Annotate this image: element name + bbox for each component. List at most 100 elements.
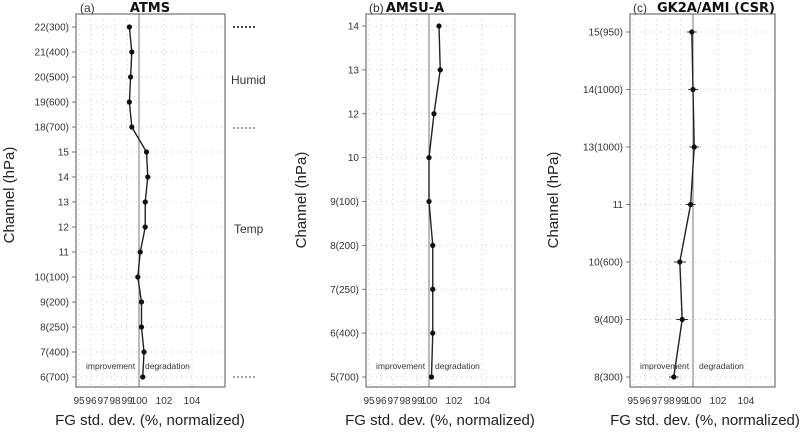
data-point [140, 374, 146, 380]
data-point [428, 374, 435, 380]
y-tick-label: 10(100) [35, 273, 69, 284]
plot-frame [75, 13, 226, 388]
data-point [426, 198, 432, 205]
data-point [691, 144, 697, 150]
chart-panel-2: 5(700) 6(400) 7(250) 8(200) 9(100) 10 12 13 14 95… [293, 1, 535, 429]
data-point [436, 23, 442, 29]
y-tick-label: 8(250) [40, 323, 69, 334]
data-point [129, 124, 135, 130]
x-tick-label: 98 [399, 396, 411, 407]
data-point [145, 174, 151, 180]
y-tick-label: 9(100) [330, 197, 359, 208]
y-axis-title: Channel (hPa) [1, 147, 18, 244]
x-tick-label: 96 [375, 396, 387, 407]
data-point [128, 74, 134, 80]
y-tick-label: 13 [58, 198, 70, 209]
x-tick-label: 99 [675, 396, 687, 407]
chart-title: GK2A/AMI (CSR) [657, 1, 775, 16]
y-tick-label: 7(400) [40, 348, 69, 359]
panel-tag: (a) [80, 1, 95, 15]
group-label: Temp [234, 222, 264, 236]
y-tick-label: 11 [613, 200, 624, 211]
panel-tag: (b) [369, 1, 384, 15]
data-point [430, 286, 436, 292]
data-point [138, 324, 145, 330]
data-point [137, 249, 143, 255]
data-point [677, 259, 683, 265]
y-tick-label: 14 [348, 22, 360, 33]
x-tick-label: 96 [85, 396, 97, 407]
x-tick-label: 100 [131, 396, 148, 407]
y-tick-label: 13(1000) [583, 143, 623, 154]
x-tick-label: 102 [156, 396, 173, 407]
y-axis-title: Channel (hPa) [293, 152, 310, 249]
y-tick-label: 8(200) [330, 241, 359, 252]
panel-tag: (c) [633, 1, 647, 15]
y-tick-label: 20(500) [35, 73, 69, 84]
chart-title: ATMS [130, 1, 170, 16]
data-point [430, 242, 436, 248]
x-tick-label: 97 [97, 396, 109, 407]
y-tick-label: 12 [348, 109, 360, 120]
y-tick-label: 8(300) [594, 373, 623, 384]
data-point [689, 29, 695, 35]
y-tick-label: 9(200) [40, 298, 69, 309]
plot-frame [365, 13, 516, 388]
y-tick-label: 14 [58, 173, 70, 184]
x-axis-title: FG std. dev. (%, normalized) [610, 412, 800, 429]
region-label-degradation: degradation [435, 361, 480, 371]
data-point [135, 274, 141, 280]
region-label-degradation: degradation [145, 361, 190, 371]
chart-panel-3: 8(300) 9(400) 10(600) 11 13(1000) 14(1000) 15(… [545, 1, 800, 429]
x-tick-label: 96 [639, 396, 651, 407]
y-tick-label: 12 [58, 223, 70, 234]
data-point [426, 155, 432, 161]
y-tick-label: 6(400) [330, 329, 359, 340]
data-point [143, 149, 150, 155]
y-tick-label: 18(700) [35, 123, 69, 134]
x-axis-title: FG std. dev. (%, normalized) [345, 412, 535, 429]
y-axis-title: Channel (hPa) [545, 152, 562, 249]
y-tick-label: 11 [59, 248, 70, 259]
x-tick-label: 100 [685, 396, 702, 407]
y-tick-label: 7(250) [330, 285, 359, 296]
y-tick-label: 10(600) [589, 258, 623, 269]
y-tick-label: 9(400) [594, 315, 623, 326]
region-label-degradation: degradation [699, 361, 744, 371]
x-tick-label: 99 [121, 396, 133, 407]
chart-panel-1: 6(700) 7(400) 8(250) 9(200) 10(100) 11 12 13 14 1… [1, 1, 266, 429]
x-tick-label: 95 [363, 396, 375, 407]
data-point [688, 201, 694, 208]
x-tick-label: 104 [184, 396, 201, 407]
y-tick-label: 6(700) [40, 373, 69, 384]
plot-frame [629, 13, 776, 388]
data-point [437, 67, 443, 73]
y-tick-label: 21(400) [35, 48, 69, 59]
data-point [142, 224, 148, 230]
region-label-improvement: improvement [640, 361, 690, 371]
region-label-improvement: improvement [86, 361, 136, 371]
region-label-improvement: improvement [376, 361, 426, 371]
data-point [141, 349, 147, 355]
y-tick-label: 10 [348, 153, 360, 164]
y-tick-label: 15(950) [589, 28, 623, 39]
x-tick-label: 98 [663, 396, 675, 407]
x-tick-label: 98 [109, 396, 121, 407]
y-tick-label: 19(600) [35, 98, 69, 109]
x-tick-label: 97 [651, 396, 663, 407]
data-point [431, 111, 437, 117]
data-point [129, 49, 135, 55]
group-label: Humid [231, 73, 266, 87]
data-point [126, 24, 132, 30]
data-point [679, 316, 685, 323]
y-tick-label: 15 [58, 148, 70, 159]
x-tick-label: 97 [387, 396, 399, 407]
x-tick-label: 100 [421, 396, 438, 407]
data-point [138, 299, 145, 305]
x-tick-label: 104 [474, 396, 491, 407]
y-tick-label: 5(700) [330, 373, 359, 384]
data-point [690, 86, 696, 93]
y-tick-label: 13 [348, 65, 360, 76]
data-point [142, 199, 148, 205]
